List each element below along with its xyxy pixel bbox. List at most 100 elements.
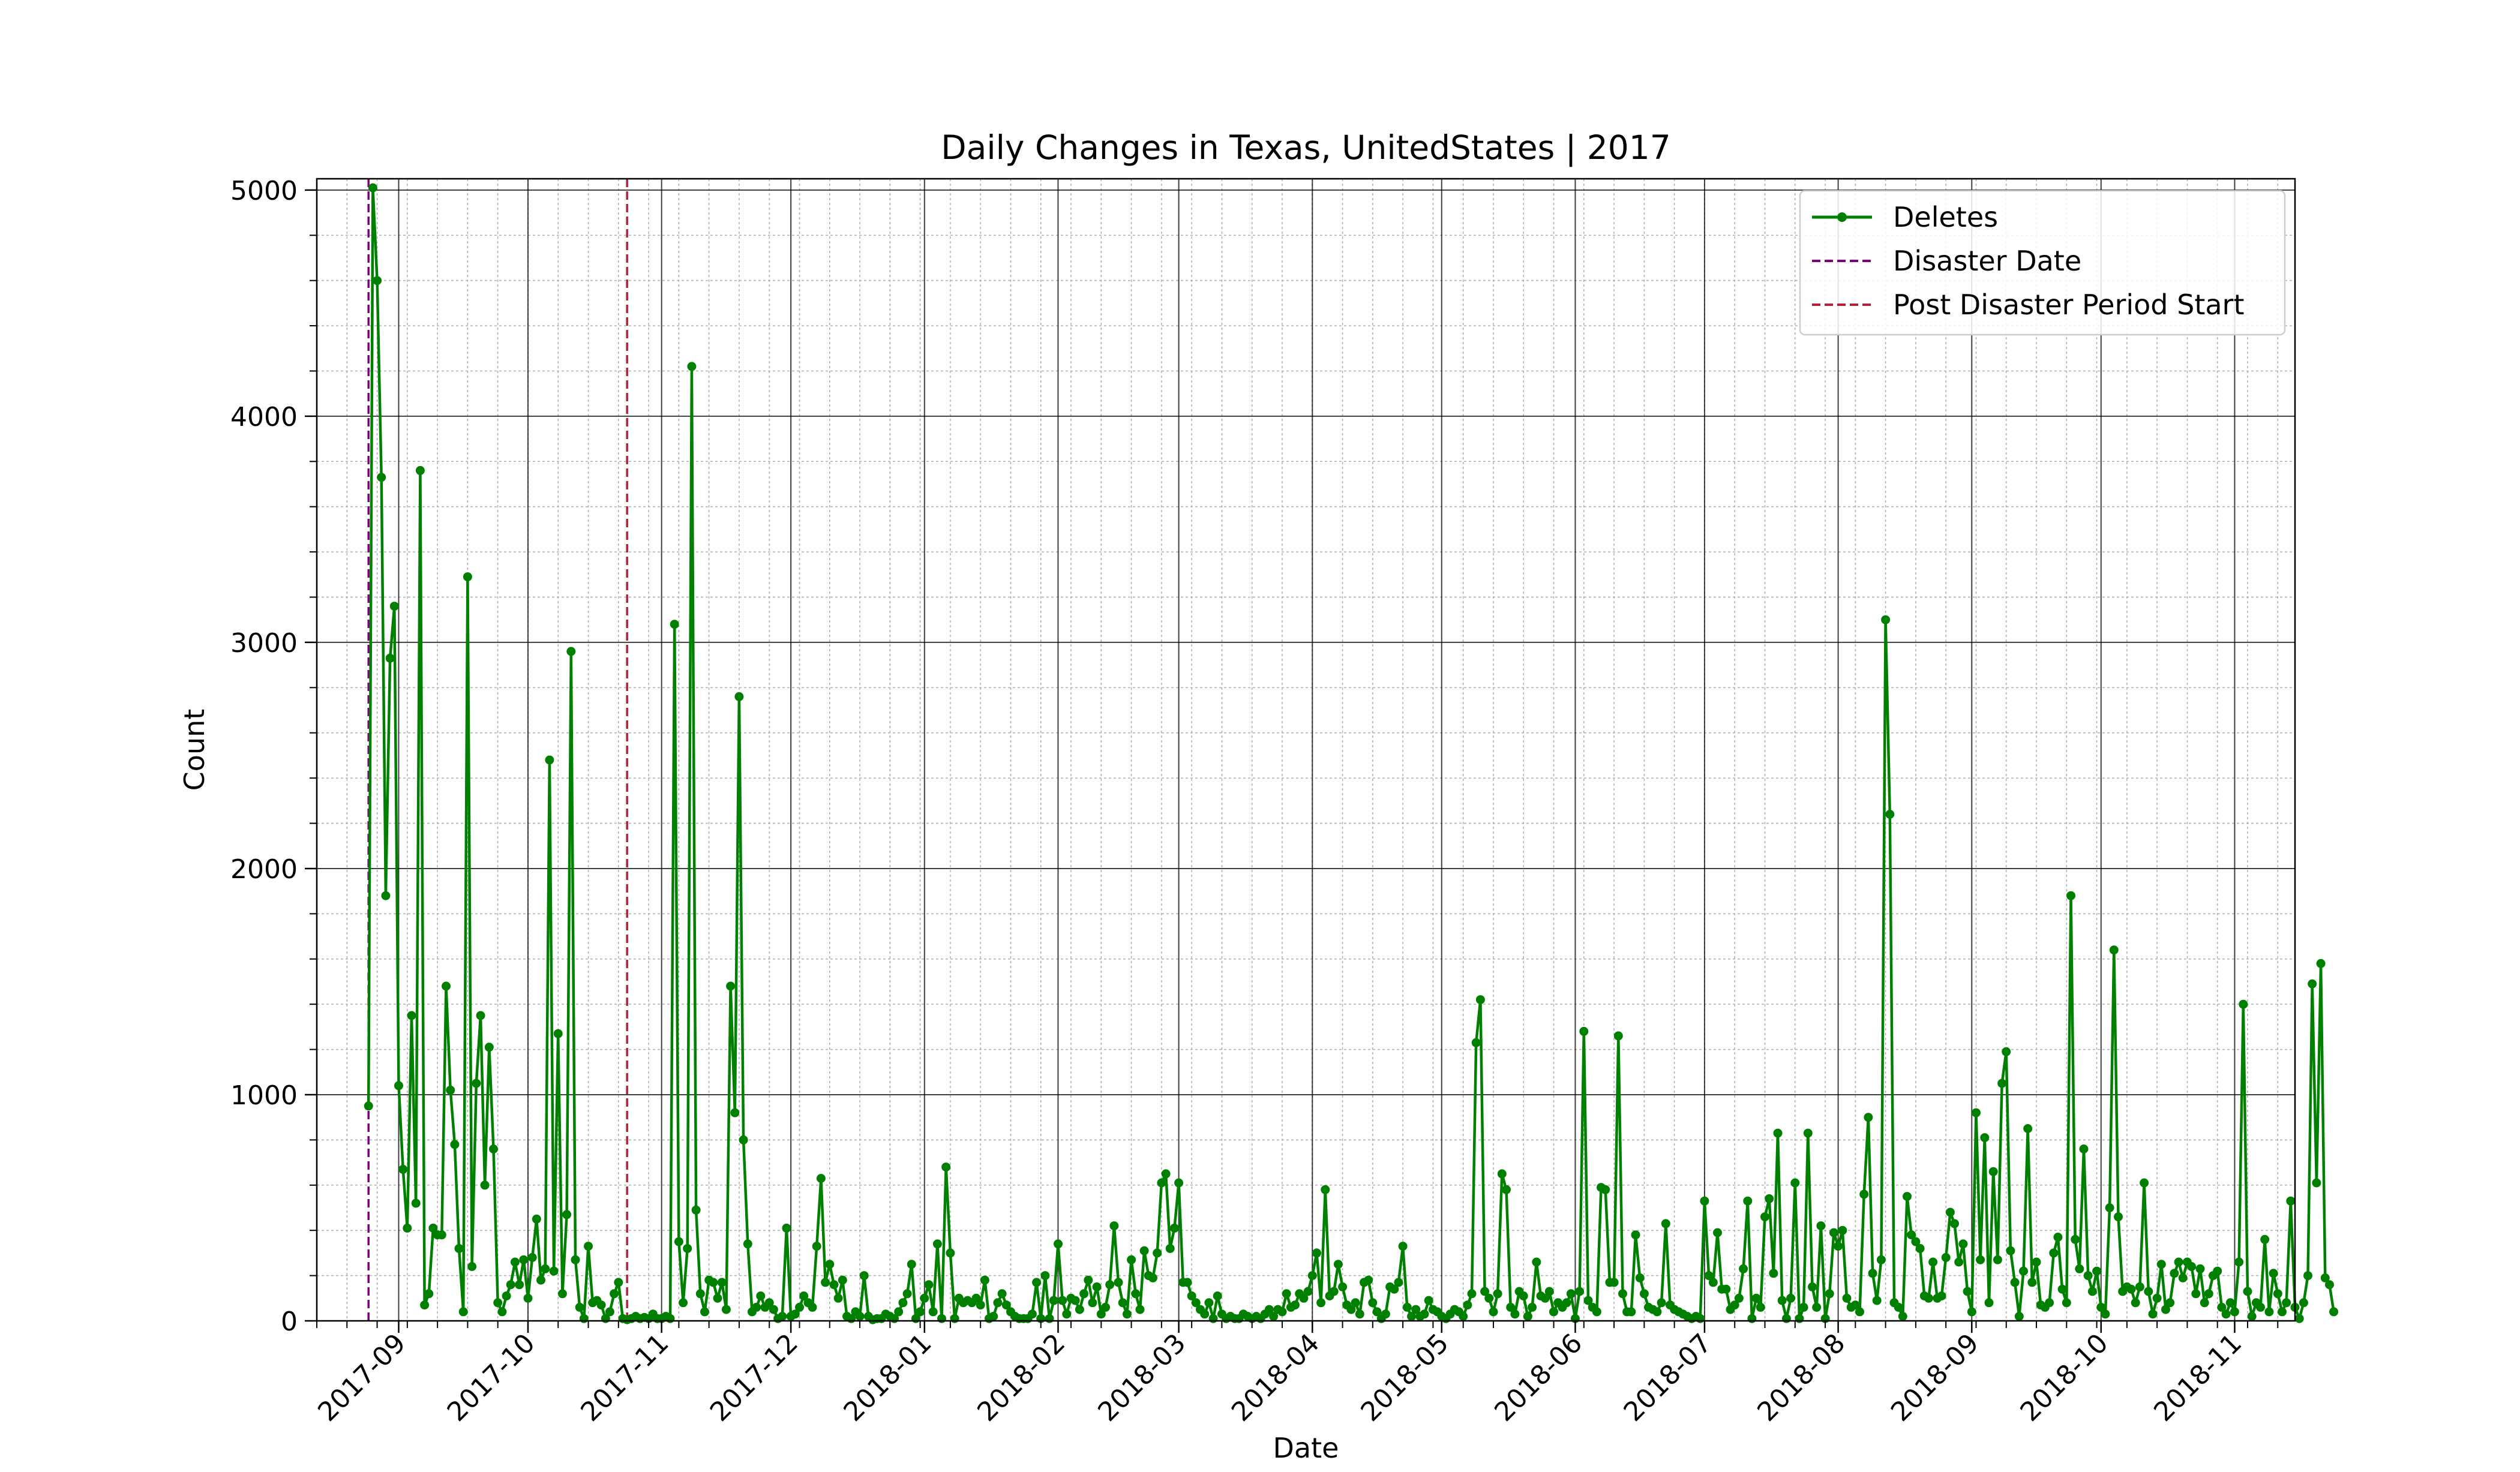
data-point (1407, 1312, 1416, 1321)
data-point (2079, 1144, 2089, 1153)
major-grid (317, 179, 2295, 1321)
data-point (1657, 1298, 1666, 1308)
data-point (373, 276, 382, 286)
data-point (2187, 1262, 2197, 1271)
data-point (1506, 1302, 1516, 1312)
data-point (1777, 1296, 1787, 1305)
data-point (1480, 1287, 1490, 1296)
data-point (1084, 1275, 1093, 1285)
data-point (764, 1298, 774, 1308)
data-point (920, 1293, 929, 1303)
data-point (898, 1298, 908, 1308)
data-point (2294, 1314, 2304, 1323)
data-point (1269, 1312, 1279, 1321)
data-point (2312, 1178, 2321, 1188)
data-point (700, 1307, 709, 1317)
data-point (743, 1239, 752, 1249)
data-point (1183, 1278, 1192, 1287)
data-point (2195, 1264, 2205, 1273)
data-point (2239, 999, 2248, 1009)
data-point (2092, 1266, 2102, 1276)
data-point (605, 1307, 614, 1317)
data-point (769, 1305, 778, 1314)
data-point (1118, 1298, 1127, 1308)
data-point (1795, 1314, 1804, 1323)
data-point (1135, 1305, 1145, 1314)
data-point (1264, 1305, 1274, 1314)
data-point (2278, 1307, 2287, 1317)
data-point (1321, 1185, 1330, 1194)
data-point (679, 1298, 688, 1308)
data-point (799, 1291, 809, 1300)
data-point (502, 1291, 511, 1300)
data-point (997, 1289, 1007, 1299)
data-point (1032, 1278, 1042, 1287)
data-point (364, 1101, 373, 1111)
data-point (2260, 1234, 2270, 1244)
data-point (1027, 1309, 1037, 1319)
data-point (1312, 1248, 1321, 1258)
data-point (1911, 1237, 1921, 1246)
data-point (1967, 1307, 1976, 1317)
data-point (484, 1043, 494, 1052)
data-point (2213, 1266, 2222, 1276)
data-point (377, 473, 386, 482)
data-point (2075, 1264, 2084, 1273)
data-point (726, 981, 736, 991)
data-point (532, 1214, 541, 1224)
data-point (2126, 1284, 2136, 1294)
data-point (1700, 1196, 1709, 1206)
data-point (1713, 1228, 1722, 1237)
data-point (1484, 1293, 1494, 1303)
data-point (1976, 1255, 1985, 1264)
data-point (1872, 1296, 1882, 1305)
data-point (1829, 1228, 1838, 1237)
data-point (1781, 1314, 1791, 1323)
data-point (1864, 1113, 1873, 1122)
data-point (614, 1278, 623, 1287)
data-point (1954, 1257, 1964, 1267)
data-point (1105, 1280, 1115, 1290)
data-point (1088, 1298, 1097, 1308)
data-point (1885, 810, 1895, 819)
data-point (557, 1289, 567, 1299)
data-point (2170, 1269, 2179, 1278)
data-point (428, 1223, 438, 1233)
data-point (1329, 1287, 1339, 1296)
data-point (2144, 1287, 2153, 1296)
data-point (2200, 1298, 2209, 1308)
data-point (2191, 1289, 2201, 1299)
data-point (2286, 1196, 2296, 1206)
data-point (1566, 1289, 1576, 1299)
data-point (1497, 1169, 1507, 1179)
data-point (1562, 1298, 1571, 1308)
data-point (1696, 1314, 1705, 1323)
data-point (1765, 1194, 1774, 1203)
data-point (1394, 1278, 1403, 1287)
data-point (2027, 1278, 2037, 1287)
data-point (1997, 1079, 2007, 1088)
data-point (1493, 1289, 1502, 1299)
data-point (584, 1242, 593, 1251)
data-point (976, 1300, 985, 1310)
data-point (1950, 1219, 1959, 1228)
data-point (1316, 1298, 1326, 1308)
plot-frame (316, 178, 2296, 1322)
data-point (1528, 1302, 1537, 1312)
data-point (1773, 1128, 1783, 1138)
data-point (1945, 1207, 1955, 1217)
y-tick-label: 3000 (230, 628, 298, 659)
data-point (1475, 995, 1485, 1005)
data-point (411, 1198, 421, 1208)
data-point (1747, 1314, 1757, 1323)
data-point (1937, 1291, 1946, 1300)
data-point (394, 1081, 403, 1091)
data-point (2002, 1047, 2011, 1056)
data-point (1523, 1312, 1532, 1321)
data-point (1096, 1309, 1106, 1319)
data-point (2230, 1307, 2239, 1317)
data-point (566, 647, 576, 656)
data-point (403, 1223, 412, 1233)
data-point (1459, 1312, 1468, 1321)
data-point (1825, 1289, 1834, 1299)
